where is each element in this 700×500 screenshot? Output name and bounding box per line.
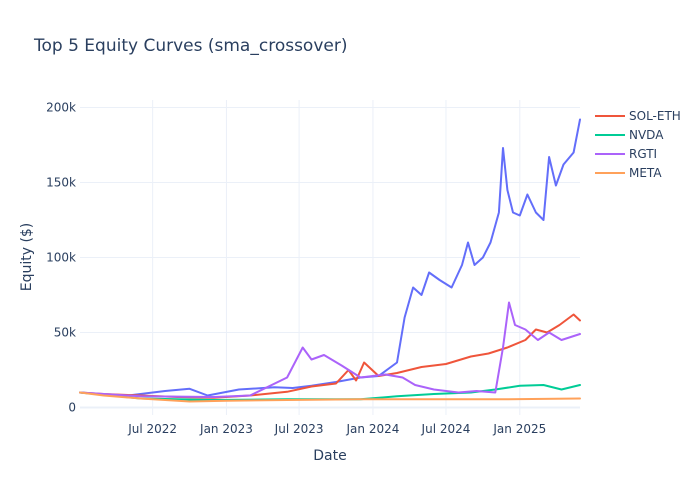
x-tick-label: Jan 2024 (346, 422, 400, 436)
chart-title: Top 5 Equity Curves (sma_crossover) (33, 36, 347, 56)
series-line-series-1[interactable] (79, 118, 581, 397)
x-tick-label: Jul 2023 (274, 422, 324, 436)
legend-label: META (629, 166, 662, 180)
x-tick-label: Jul 2024 (421, 422, 471, 436)
y-tick-label: 50k (54, 326, 76, 340)
legend-label: SOL-ETH (629, 109, 681, 123)
x-axis-ticks: Jul 2022 Jan 2023 Jul 2023 Jan 2024 Jul 2024… (127, 422, 546, 436)
legend[interactable]: SOL-ETH NVDA RGTI META (595, 109, 681, 180)
legend-label: NVDA (629, 128, 664, 142)
legend-item-nvda[interactable]: NVDA (595, 128, 664, 142)
x-tick-label: Jan 2023 (199, 422, 253, 436)
series-lines (79, 118, 581, 403)
legend-label: RGTI (629, 147, 657, 161)
series-line-nvda[interactable] (79, 384, 581, 401)
series-line-rgti[interactable] (79, 301, 581, 398)
y-axis-title: Equity ($) (19, 223, 35, 292)
y-tick-label: 200k (46, 101, 76, 115)
y-tick-label: 0 (68, 401, 76, 415)
legend-item-meta[interactable]: META (595, 166, 662, 180)
legend-item-sol-eth[interactable]: SOL-ETH (595, 109, 681, 123)
y-axis-ticks: 0 50k 100k 150k 200k (46, 101, 76, 415)
x-tick-label: Jan 2025 (492, 422, 546, 436)
gridlines (80, 100, 580, 415)
y-tick-label: 150k (46, 176, 76, 190)
legend-item-rgti[interactable]: RGTI (595, 147, 657, 161)
series-line-meta[interactable] (79, 391, 581, 403)
y-tick-label: 100k (46, 251, 76, 265)
x-tick-label: Jul 2022 (127, 422, 177, 436)
x-axis-title: Date (313, 448, 346, 464)
